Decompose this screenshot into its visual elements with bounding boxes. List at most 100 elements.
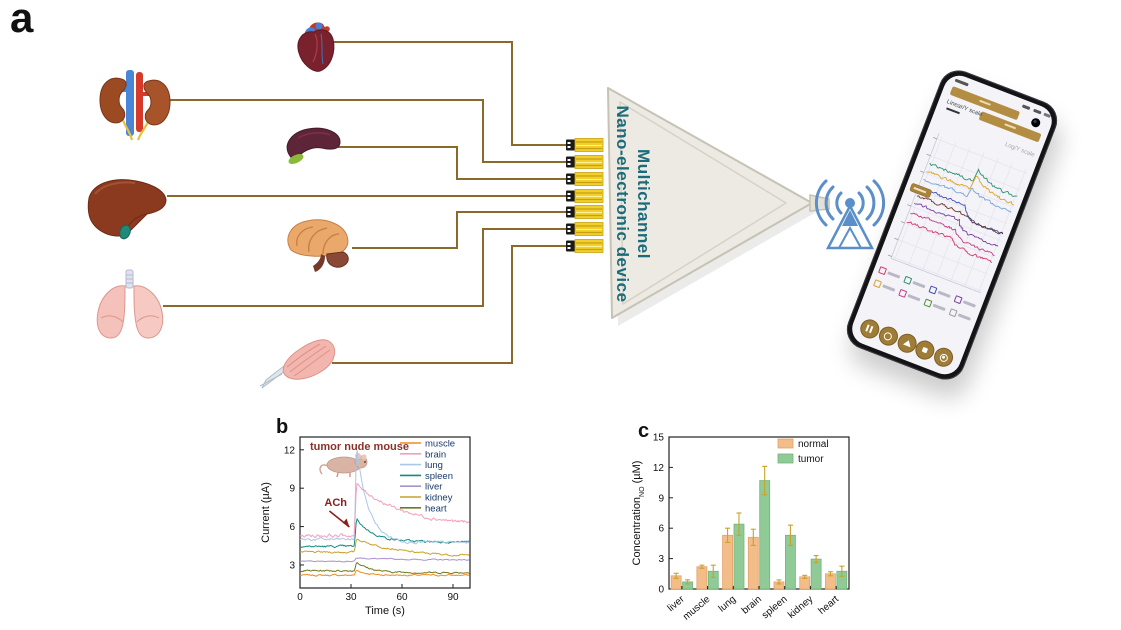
trace-heart — [299, 561, 470, 575]
y-tick-label: 9 — [658, 493, 664, 504]
wireless-signal-icon — [814, 179, 886, 250]
y-tick-label: 3 — [658, 554, 664, 565]
bar-tumor-brain — [759, 480, 771, 590]
y-tick-label: 12 — [653, 463, 665, 474]
phone-trace — [919, 187, 1004, 235]
panel-a-scene — [87, 22, 886, 389]
wire-kidney — [163, 99, 566, 163]
panel-c-label: c — [638, 420, 650, 442]
ach-annotation: ACh — [324, 497, 347, 509]
connector — [566, 155, 604, 169]
phone-chart-badge — [909, 183, 932, 198]
x-tick-label: 60 — [396, 592, 408, 603]
x-axis-label: Time (s) — [365, 605, 405, 617]
legend-label: muscle — [425, 439, 455, 450]
trace-liver — [299, 557, 470, 563]
legend-label: brain — [425, 449, 446, 460]
connector — [566, 189, 604, 203]
plot-frame — [299, 436, 471, 589]
phone-status-wifi-icon — [1033, 108, 1042, 115]
device-label: Multichannel Nano-electronic device — [612, 105, 654, 302]
phone-chart — [887, 133, 1027, 294]
phone-trace — [923, 178, 1012, 213]
phone-trace — [916, 195, 1004, 235]
device-body — [607, 87, 813, 319]
organ-wires — [163, 41, 566, 364]
bar-normal-muscle — [696, 566, 708, 590]
category-label: muscle — [681, 594, 713, 623]
phone-camera-icon — [1029, 116, 1042, 129]
channel-checkbox-item[interactable] — [948, 308, 972, 322]
category-label: heart — [817, 594, 842, 617]
trace-muscle — [299, 569, 470, 577]
phone-trace — [926, 171, 1015, 206]
trace-brain — [299, 482, 470, 539]
legend-label: spleen — [425, 471, 453, 482]
muscle-icon — [259, 339, 336, 389]
phone-trace — [910, 212, 995, 256]
trace-kidney — [299, 538, 470, 557]
phone-status-signal-icon — [1021, 104, 1031, 111]
kidney-icon — [99, 70, 171, 141]
heart-icon — [297, 22, 335, 72]
y-tick-label: 12 — [284, 445, 296, 456]
device-inner-line — [619, 101, 787, 305]
x-tick-label: 30 — [345, 592, 357, 603]
legend-swatch — [777, 453, 794, 464]
wire-heart — [332, 41, 566, 146]
y-axis-label: ConcentrationNO (µM) — [631, 461, 646, 566]
trace-spleen — [299, 517, 470, 549]
phone-status-battery-icon — [1043, 112, 1051, 118]
bar-normal-lung — [722, 534, 733, 590]
phone-action-button[interactable] — [931, 344, 956, 370]
brain-icon — [287, 219, 349, 272]
channel-checkbox-item[interactable] — [898, 288, 921, 303]
liver-icon — [87, 179, 167, 240]
phone-trace — [914, 202, 999, 247]
lung-icon — [96, 269, 164, 339]
wire-brain — [352, 211, 566, 249]
legend-label: tumor — [798, 454, 824, 465]
wire-muscle — [332, 245, 566, 364]
connector — [566, 205, 604, 219]
trace-lung — [299, 450, 470, 545]
legend-label: liver — [425, 482, 442, 493]
panel-b-chart: 3 6 9 12 0 30 60 90 Time (s) Current (µA) tumor nu… — [260, 436, 471, 617]
y-tick-label: 3 — [289, 560, 295, 571]
category-label: spleen — [760, 594, 790, 621]
category-label: lung — [717, 594, 739, 615]
device-connectors — [566, 138, 604, 253]
wire-spleen — [338, 146, 566, 180]
legend-label: normal — [798, 439, 829, 450]
y-tick-label: 9 — [289, 484, 295, 495]
device-label-line1: Multichannel — [634, 149, 653, 259]
y-axis-label: Current (µA) — [260, 482, 272, 543]
channel-checkbox-item[interactable] — [923, 298, 946, 313]
y-tick-label: 0 — [658, 585, 664, 596]
legend-label: lung — [425, 460, 443, 471]
bar-tumor-kidney — [810, 558, 822, 590]
device-label-line2: Nano-electronic device — [613, 105, 632, 303]
smartphone: Linear/Y scale Log/Y scale — [841, 64, 1063, 386]
device-apex-tab — [809, 194, 830, 212]
panel-b-label: b — [276, 416, 289, 438]
panel-a-label: a — [10, 0, 34, 41]
connector — [566, 239, 604, 253]
legend-swatch — [777, 438, 794, 449]
connector — [566, 172, 604, 186]
legend-label: kidney — [425, 493, 453, 504]
channel-checkbox-item[interactable] — [872, 279, 896, 293]
category-label: kidney — [786, 594, 815, 621]
y-tick-label: 6 — [658, 524, 664, 535]
y-tick-label: 15 — [653, 433, 665, 444]
wire-lung — [163, 228, 566, 307]
phone-trace — [906, 221, 993, 263]
x-tick-label: 90 — [447, 592, 459, 603]
connector — [566, 222, 604, 236]
phone-status-left — [954, 78, 969, 87]
phone-screen: Linear/Y scale Log/Y scale — [847, 71, 1057, 379]
y-tick-label: 6 — [289, 522, 295, 533]
connector — [566, 138, 604, 152]
